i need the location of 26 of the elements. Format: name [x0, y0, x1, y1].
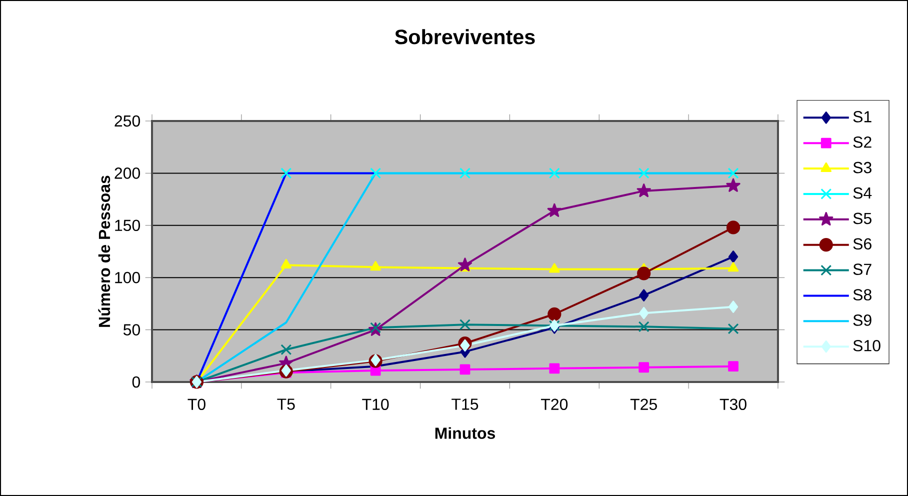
x-tick-label: T0	[188, 398, 206, 410]
legend-label: S8	[853, 289, 872, 300]
legend-label: S1	[853, 111, 872, 122]
legend-label: S9	[853, 314, 872, 326]
x-tick-label: T20	[540, 398, 568, 410]
x-tick-label: T5	[277, 398, 295, 410]
legend-label: S6	[853, 238, 872, 250]
legend-label: S10	[853, 340, 880, 352]
y-tick-label: 150	[115, 220, 140, 232]
x-tick-label: T30	[720, 398, 746, 410]
x-tick-label: T25	[630, 398, 657, 410]
y-tick-label: 100	[115, 272, 140, 284]
y-tick-label: 50	[123, 324, 140, 336]
y-tick-label: 250	[114, 115, 140, 127]
x-tick-label: T10	[362, 398, 389, 410]
chart-title: Sobreviventes	[394, 29, 535, 44]
x-axis-title: Minutos	[435, 427, 496, 439]
legend-label: S7	[853, 264, 872, 275]
legend-label: S5	[853, 212, 872, 224]
legend-label: S2	[853, 136, 872, 148]
y-tick-label: 0	[132, 376, 140, 388]
y-tick-label: 200	[114, 168, 140, 179]
legend-label: S4	[853, 187, 872, 199]
y-axis-title: Número de Pessoas	[98, 176, 110, 327]
legend-label: S3	[853, 162, 872, 174]
x-tick-label: T15	[452, 398, 478, 410]
